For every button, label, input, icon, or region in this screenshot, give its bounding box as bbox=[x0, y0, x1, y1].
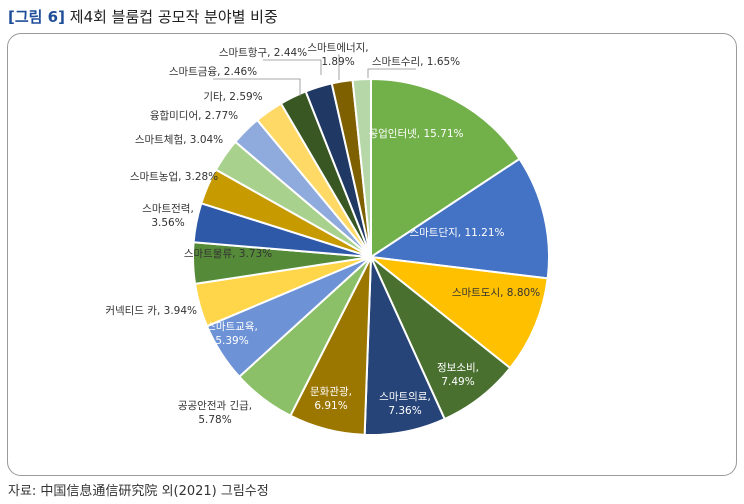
slice-label: 스마트항구, 2.44% bbox=[219, 47, 307, 59]
leader-line bbox=[367, 68, 416, 78]
leader-line bbox=[338, 54, 340, 80]
slice-label: 1.89% bbox=[321, 56, 354, 68]
source-note: 자료: 中国信息通信研究院 외(2021) 그림수정 bbox=[8, 484, 269, 499]
slice-label: 5.78% bbox=[198, 414, 231, 426]
slice-label: 7.49% bbox=[441, 376, 474, 388]
pie-slice bbox=[351, 77, 372, 258]
slice-label: 6.91% bbox=[314, 400, 347, 412]
pie-slice bbox=[368, 157, 551, 280]
slice-label: 공공안전과 긴급, bbox=[178, 400, 252, 412]
slice-label: 문화관광, bbox=[310, 386, 352, 398]
slice-label: 스마트의료, bbox=[379, 391, 431, 403]
slice-label: 공업인터넷, 15.71% bbox=[368, 127, 463, 140]
slice-label: 스마트에너지, bbox=[307, 42, 368, 54]
figure-tag: [그림 6] bbox=[8, 8, 65, 26]
slice-label: 기타, 2.59% bbox=[203, 91, 262, 103]
slice-label: 스마트단지, 11.21% bbox=[409, 227, 504, 239]
slice-label: 스마트수리, 1.65% bbox=[372, 56, 460, 68]
chart-frame: 공업인터넷, 15.71% 스마트단지, 11.21% 스마트도시, 8.80% 정보… bbox=[7, 33, 737, 476]
slice-label: 커넥티드 카, 3.94% bbox=[105, 305, 197, 317]
leader-line bbox=[263, 59, 322, 75]
pie-slice bbox=[370, 77, 521, 259]
leader-line bbox=[213, 78, 301, 96]
slice-label: 5.39% bbox=[215, 335, 248, 347]
figure-title: [그림 6] 제4회 블룸컵 공모작 분야별 비중 bbox=[8, 6, 278, 27]
slice-label: 스마트물류, 3.73% bbox=[184, 248, 272, 260]
pie-slice bbox=[367, 255, 549, 370]
slice-label: 스마트전력, bbox=[142, 203, 194, 215]
slice-label: 스마트체험, 3.04% bbox=[135, 134, 223, 146]
figure-title-text: 제4회 블룸컵 공모작 분야별 비중 bbox=[69, 8, 278, 26]
pie-chart: 공업인터넷, 15.71% 스마트단지, 11.21% 스마트도시, 8.80% 정보… bbox=[105, 42, 551, 436]
slice-label: 융합미디어, 2.77% bbox=[150, 110, 238, 122]
slice-label: 7.36% bbox=[388, 405, 421, 417]
slice-label: 정보소비, bbox=[437, 362, 479, 374]
slice-label: 스마트도시, 8.80% bbox=[452, 287, 540, 299]
slice-label: 스마트금융, 2.46% bbox=[169, 66, 257, 78]
slice-label: 스마트농업, 3.28% bbox=[130, 170, 218, 183]
slice-label: 3.56% bbox=[151, 217, 184, 229]
slice-label: 스마트교육, bbox=[206, 321, 258, 333]
